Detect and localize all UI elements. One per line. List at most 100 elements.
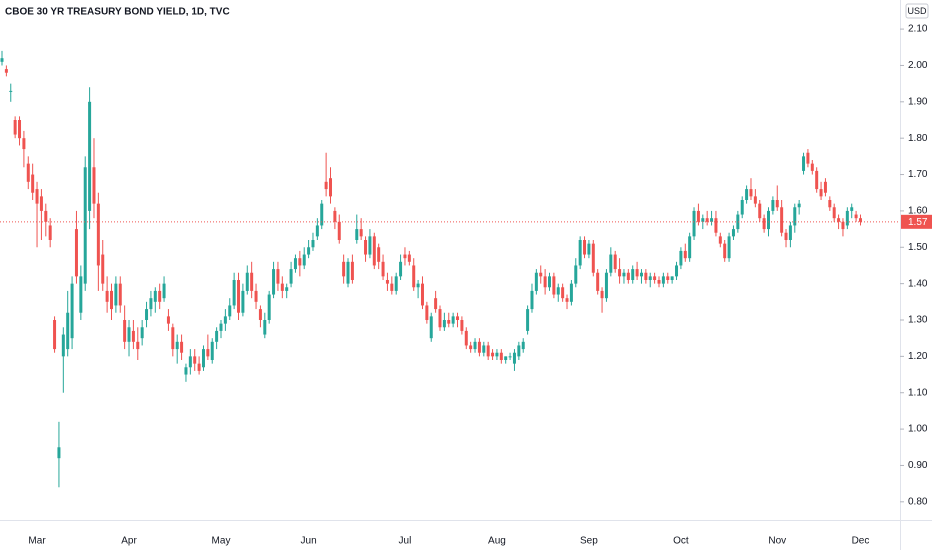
candle-body xyxy=(451,316,455,324)
candle-body xyxy=(412,265,416,288)
candle-body xyxy=(350,261,354,280)
candle-body xyxy=(679,250,683,266)
candle-body xyxy=(272,269,276,295)
candle-body xyxy=(241,290,245,313)
candle-body xyxy=(745,189,749,200)
candle-body xyxy=(574,265,578,284)
last-price-box xyxy=(901,214,932,229)
candle-body xyxy=(600,290,604,299)
candle-body xyxy=(193,356,197,364)
candle-body xyxy=(670,276,674,280)
candle-body xyxy=(364,240,368,255)
candle-body xyxy=(13,120,17,135)
candle-body xyxy=(381,261,385,277)
candle-body xyxy=(425,305,429,320)
candle-body xyxy=(675,265,679,277)
currency-box[interactable] xyxy=(905,3,929,19)
candle-body xyxy=(118,283,122,306)
candle-body xyxy=(346,261,350,284)
candle-body xyxy=(359,229,363,237)
candle-body xyxy=(302,254,306,266)
x-tick-label: Jul xyxy=(399,536,412,547)
candle-body xyxy=(31,174,35,193)
currency-label[interactable]: USD xyxy=(907,6,927,16)
candle-body xyxy=(372,236,376,266)
candle-body xyxy=(153,290,157,302)
candle-body xyxy=(66,312,70,350)
candle-body xyxy=(320,203,324,226)
candle-body xyxy=(657,280,661,284)
candle-body xyxy=(285,287,289,291)
candle-body xyxy=(495,352,499,357)
candle-body xyxy=(854,214,858,219)
candle-body xyxy=(499,352,503,360)
candle-body xyxy=(315,225,319,237)
candle-body xyxy=(753,196,757,204)
candle-body xyxy=(666,276,670,280)
last-price-label: 1.57 xyxy=(908,217,928,228)
candle-body xyxy=(123,320,127,342)
candle-body xyxy=(329,178,332,197)
candle-body xyxy=(749,189,753,197)
candle-body xyxy=(635,269,639,277)
candle-body xyxy=(802,156,806,171)
candle-body xyxy=(473,341,477,350)
candle-body xyxy=(530,290,534,310)
candle-body xyxy=(683,250,687,259)
candle-body xyxy=(311,240,315,248)
candle-body xyxy=(482,345,486,353)
y-tick-label: 2.10 xyxy=(908,24,928,35)
candle-body xyxy=(486,345,490,357)
candle-body xyxy=(622,272,626,277)
candle-body xyxy=(228,305,232,317)
candle-body xyxy=(18,120,22,139)
candle-body xyxy=(201,349,205,368)
candle-body xyxy=(197,363,201,371)
candle-body xyxy=(775,200,779,208)
candle-body xyxy=(39,196,43,211)
candle-body xyxy=(508,356,512,358)
candle-body xyxy=(648,276,652,280)
candle-body xyxy=(368,236,372,255)
candle-body xyxy=(710,218,714,222)
candle-body xyxy=(591,243,595,273)
x-tick-label: Nov xyxy=(768,536,786,547)
x-tick-label: Aug xyxy=(488,536,506,547)
candle-body xyxy=(74,229,78,277)
candle-body xyxy=(823,181,827,193)
candle-body xyxy=(276,269,280,284)
candle-body xyxy=(788,225,792,240)
candle-body xyxy=(504,356,508,360)
candle-body xyxy=(512,352,516,364)
candle-body xyxy=(841,221,845,230)
candle-body xyxy=(180,341,184,353)
candle-body xyxy=(784,232,788,240)
y-tick-label: 1.20 xyxy=(908,351,928,362)
candle-body xyxy=(105,290,109,302)
candle-body xyxy=(175,341,179,350)
candle-body xyxy=(780,207,784,233)
candle-body xyxy=(569,283,573,302)
candle-body xyxy=(723,243,727,259)
y-tick-label: 1.50 xyxy=(908,242,928,253)
candle-body xyxy=(158,290,162,302)
x-tick-label: May xyxy=(212,536,231,547)
candle-body xyxy=(758,203,762,219)
candle-body xyxy=(149,298,153,310)
candle-body xyxy=(337,221,341,240)
candle-body xyxy=(793,207,797,226)
candle-body xyxy=(609,254,613,273)
candle-body xyxy=(26,163,30,182)
candle-body xyxy=(390,283,394,291)
candle-body xyxy=(714,218,718,233)
candle-body xyxy=(210,341,214,360)
candle-body xyxy=(140,327,144,339)
candle-body xyxy=(434,298,438,310)
candle-body xyxy=(215,330,219,342)
candle-body xyxy=(447,320,451,324)
candle-body xyxy=(705,218,709,222)
y-tick-label: 1.70 xyxy=(908,169,928,180)
candle-body xyxy=(583,240,587,255)
candle-body xyxy=(526,309,530,331)
candle-body xyxy=(604,272,608,299)
